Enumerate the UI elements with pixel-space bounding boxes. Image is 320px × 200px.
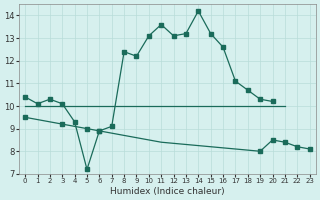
X-axis label: Humidex (Indice chaleur): Humidex (Indice chaleur) [110, 187, 225, 196]
